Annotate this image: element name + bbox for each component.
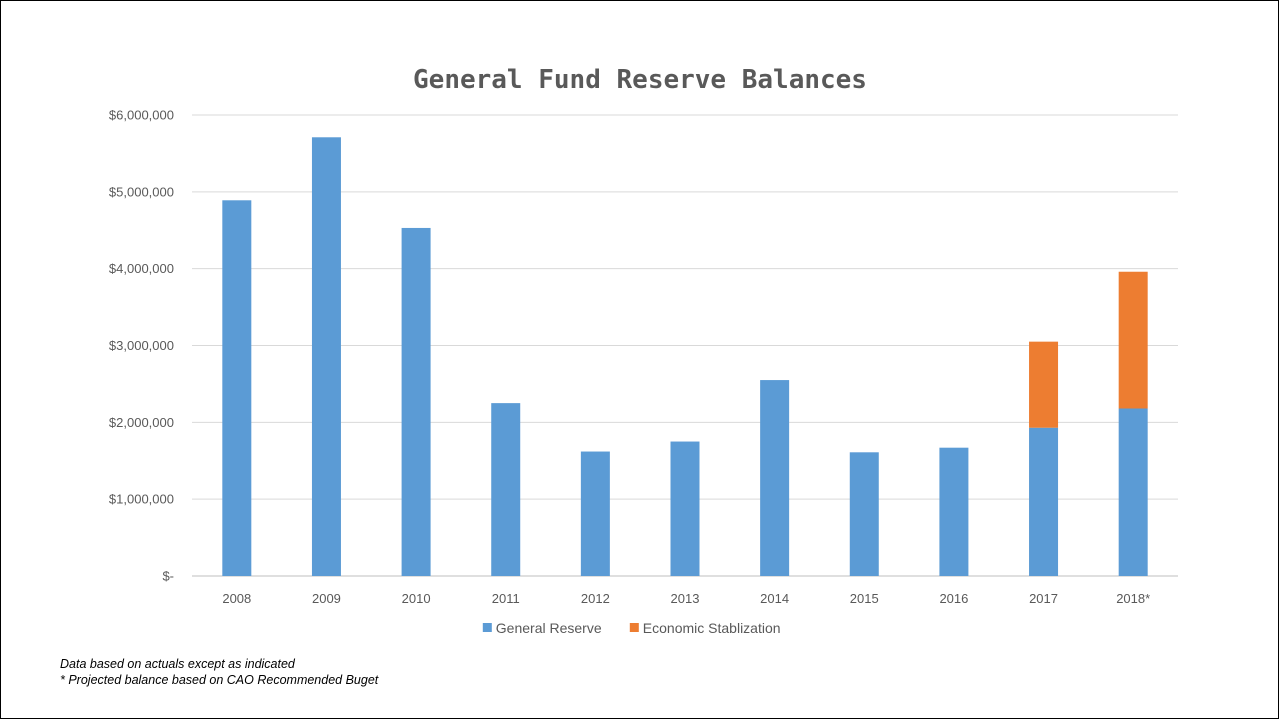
chart-title: General Fund Reserve Balances [413, 65, 867, 95]
x-tick-label: 2011 [492, 591, 520, 606]
bar-general-reserve-2009 [311, 137, 341, 576]
x-tick-label: 2018* [1116, 591, 1150, 606]
x-tick-label: 2014 [760, 591, 789, 606]
footnote-projected: * Projected balance based on CAO Recomme… [60, 673, 379, 687]
x-tick-label: 2008 [222, 591, 251, 606]
bars [222, 137, 1148, 576]
legend-label-general-reserve: General Reserve [496, 620, 602, 636]
y-tick-label: $6,000,000 [109, 108, 174, 123]
y-tick-label: $3,000,000 [109, 338, 174, 353]
gridlines [192, 114, 1178, 577]
bar-general-reserve-2016 [939, 447, 969, 576]
x-tick-label: 2017 [1029, 591, 1058, 606]
bar-general-reserve-2017 [1029, 427, 1059, 576]
x-tick-label: 2012 [581, 591, 610, 606]
bar-general-reserve-2018 [1118, 408, 1148, 576]
x-tick-label: 2009 [312, 591, 341, 606]
y-tick-label: $2,000,000 [109, 415, 174, 430]
x-tick-label: 2015 [850, 591, 879, 606]
y-tick-label: $5,000,000 [109, 184, 174, 199]
footnotes: Data based on actuals except as indicate… [60, 656, 378, 688]
legend-swatch-economic-stablization [629, 623, 639, 632]
bar-economic-stablization-2017 [1029, 341, 1059, 428]
x-axis-tick-labels: 2008 2009 2010 2011 2012 2013 2014 2015 2016 2017… [222, 591, 1150, 606]
bar-general-reserve-2012 [580, 451, 610, 576]
bar-general-reserve-2015 [849, 452, 879, 576]
y-tick-label: $- [162, 569, 174, 584]
legend: General Reserve Economic Stablization [482, 620, 781, 636]
bar-economic-stablization-2018 [1118, 271, 1148, 409]
x-tick-label: 2010 [402, 591, 431, 606]
y-tick-label: $1,000,000 [109, 492, 174, 507]
y-tick-label: $4,000,000 [109, 261, 174, 276]
footnote-actuals: Data based on actuals except as indicate… [60, 657, 295, 671]
x-tick-label: 2016 [939, 591, 968, 606]
bar-general-reserve-2013 [670, 441, 700, 576]
bar-general-reserve-2011 [491, 403, 521, 576]
legend-label-economic-stablization: Economic Stablization [643, 620, 781, 636]
bar-general-reserve-2010 [401, 227, 431, 576]
legend-swatch-general-reserve [482, 623, 492, 632]
bar-general-reserve-2014 [760, 380, 790, 576]
x-tick-label: 2013 [671, 591, 700, 606]
y-axis-tick-labels: $- $1,000,000 $2,000,000 $3,000,000 $4,000,0… [109, 108, 174, 584]
bar-general-reserve-2008 [222, 200, 252, 576]
